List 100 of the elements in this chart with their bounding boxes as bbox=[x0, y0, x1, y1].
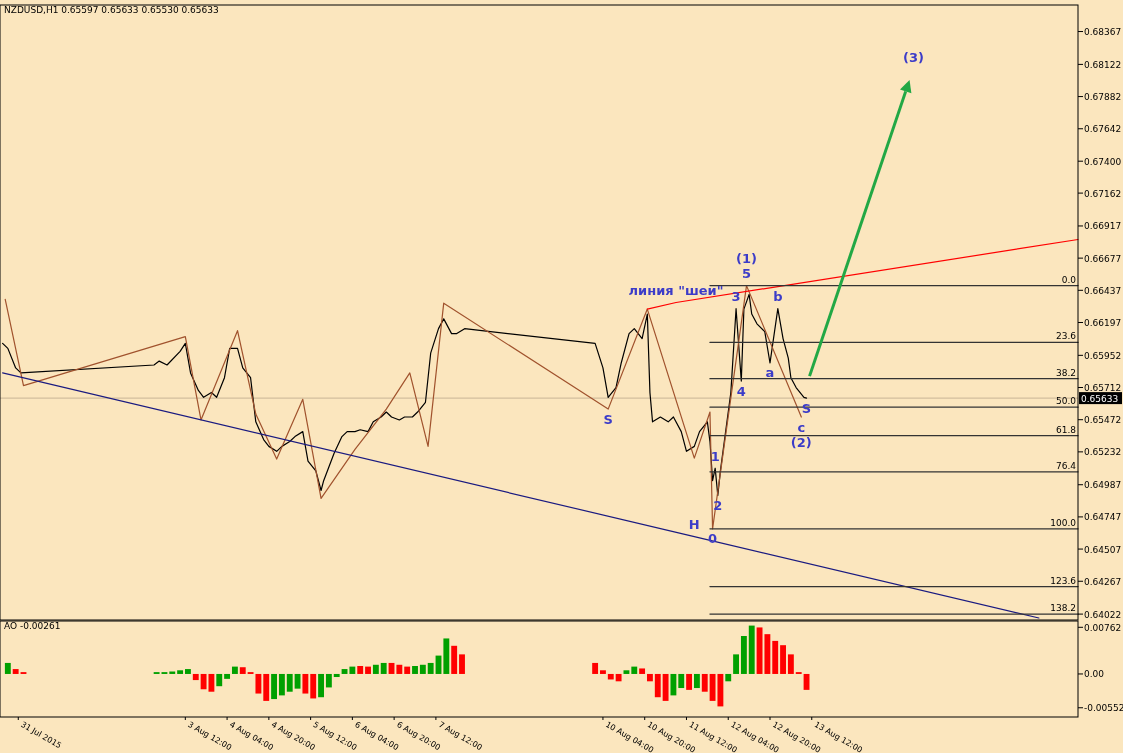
bar bbox=[4, 662, 11, 674]
bar bbox=[412, 666, 418, 674]
y-tick-label: 0.66917 bbox=[1084, 221, 1122, 232]
bar bbox=[192, 673, 199, 681]
bar bbox=[177, 670, 184, 674]
annotation: (1) bbox=[736, 251, 757, 267]
bar bbox=[639, 668, 646, 674]
bar bbox=[310, 673, 317, 699]
series-label: 61.8 bbox=[1055, 424, 1077, 435]
bar bbox=[427, 662, 434, 674]
ref-line-label: 0.65633 bbox=[1081, 393, 1119, 404]
bar bbox=[592, 662, 599, 674]
annotation: (2) bbox=[790, 434, 812, 450]
annotation: (3) bbox=[903, 49, 925, 65]
series-label: 100.0 bbox=[1050, 517, 1077, 528]
annotation: 3 bbox=[731, 289, 741, 305]
series-label: 0.0 bbox=[1061, 274, 1077, 285]
bar bbox=[654, 673, 661, 698]
bar bbox=[686, 673, 693, 690]
y-tick-label: 0.64507 bbox=[1084, 544, 1122, 555]
y-tick-label: 0.64987 bbox=[1084, 480, 1122, 491]
bar bbox=[764, 634, 771, 674]
y-tick-label: 0.00 bbox=[1084, 669, 1105, 680]
bar bbox=[271, 673, 277, 700]
y-tick-label: 0.65712 bbox=[1084, 383, 1122, 394]
bar bbox=[459, 654, 465, 674]
chart-title: NZDUSD,H1 0.65597 0.65633 0.65530 0.65633 bbox=[4, 5, 219, 15]
bar bbox=[286, 673, 293, 692]
y-tick-label: 0.65472 bbox=[1084, 415, 1122, 426]
series-label: 123.6 bbox=[1050, 575, 1077, 586]
bar bbox=[255, 673, 262, 694]
annotation: 1 bbox=[710, 448, 720, 464]
bar bbox=[662, 673, 669, 701]
y-tick-label: 0.65952 bbox=[1084, 350, 1122, 361]
bar bbox=[372, 664, 379, 674]
bar bbox=[772, 640, 779, 674]
bar bbox=[357, 666, 364, 674]
bar bbox=[380, 662, 387, 674]
bar bbox=[678, 673, 685, 689]
bar bbox=[224, 673, 231, 679]
bar bbox=[631, 666, 638, 674]
bar bbox=[185, 669, 191, 674]
bar bbox=[693, 673, 700, 689]
bar bbox=[365, 666, 371, 674]
annotation: 4 bbox=[736, 383, 746, 399]
y-tick-label: 0.66437 bbox=[1084, 285, 1122, 296]
series-label: 76.4 bbox=[1055, 460, 1077, 471]
y-tick-label: 0.68122 bbox=[1084, 59, 1122, 70]
bar bbox=[318, 673, 324, 698]
bar bbox=[740, 636, 747, 674]
bar bbox=[231, 666, 238, 674]
bar bbox=[725, 673, 732, 682]
annotation: H bbox=[688, 517, 700, 533]
y-tick-label: 0.64022 bbox=[1084, 609, 1122, 620]
y-tick-label: 0.64747 bbox=[1084, 512, 1122, 523]
bar bbox=[701, 673, 708, 692]
series-label: 50.0 bbox=[1055, 396, 1077, 407]
annotation: линия "шеи" bbox=[628, 283, 724, 299]
y-tick-label: 0.66197 bbox=[1084, 317, 1122, 328]
series-label: 38.2 bbox=[1055, 367, 1076, 378]
bar bbox=[443, 638, 450, 674]
bar bbox=[787, 654, 794, 674]
y-tick-label: 0.64267 bbox=[1084, 576, 1122, 587]
bar bbox=[419, 664, 426, 674]
bar bbox=[615, 673, 622, 682]
bar bbox=[396, 664, 403, 674]
bar bbox=[216, 673, 223, 687]
annotation: S bbox=[603, 411, 613, 427]
bar bbox=[325, 673, 332, 688]
series-label: 23.6 bbox=[1055, 331, 1077, 342]
bar bbox=[278, 673, 285, 696]
bar bbox=[239, 667, 246, 674]
bar bbox=[333, 673, 340, 678]
bar bbox=[748, 625, 755, 674]
bar bbox=[600, 670, 606, 674]
y-tick-label: -0.00552 bbox=[1084, 703, 1123, 714]
bar bbox=[404, 666, 411, 674]
y-tick-label: 0.67162 bbox=[1084, 188, 1122, 199]
bar bbox=[733, 654, 739, 674]
chart-title: AO -0.00261 bbox=[4, 621, 61, 631]
bar bbox=[670, 673, 677, 696]
y-tick-label: 0.65232 bbox=[1084, 447, 1122, 458]
annotation: b bbox=[773, 289, 783, 305]
bar bbox=[263, 673, 270, 701]
annotation: a bbox=[765, 365, 775, 381]
bar bbox=[623, 670, 630, 674]
bar bbox=[780, 645, 786, 674]
y-tick-label: 0.66677 bbox=[1084, 253, 1122, 264]
series-label: 138.2 bbox=[1050, 603, 1076, 614]
bar bbox=[302, 673, 309, 694]
y-tick-label: 0.67642 bbox=[1084, 124, 1122, 135]
bar bbox=[349, 666, 356, 674]
y-tick-label: 0.67882 bbox=[1084, 92, 1122, 103]
bar bbox=[607, 673, 614, 680]
annotation: 5 bbox=[741, 266, 752, 282]
annotation: c bbox=[797, 419, 806, 435]
bar bbox=[451, 645, 458, 674]
y-tick-label: 0.00762 bbox=[1084, 622, 1122, 633]
bar bbox=[647, 673, 653, 682]
y-tick-label: 0.67400 bbox=[1084, 156, 1122, 167]
